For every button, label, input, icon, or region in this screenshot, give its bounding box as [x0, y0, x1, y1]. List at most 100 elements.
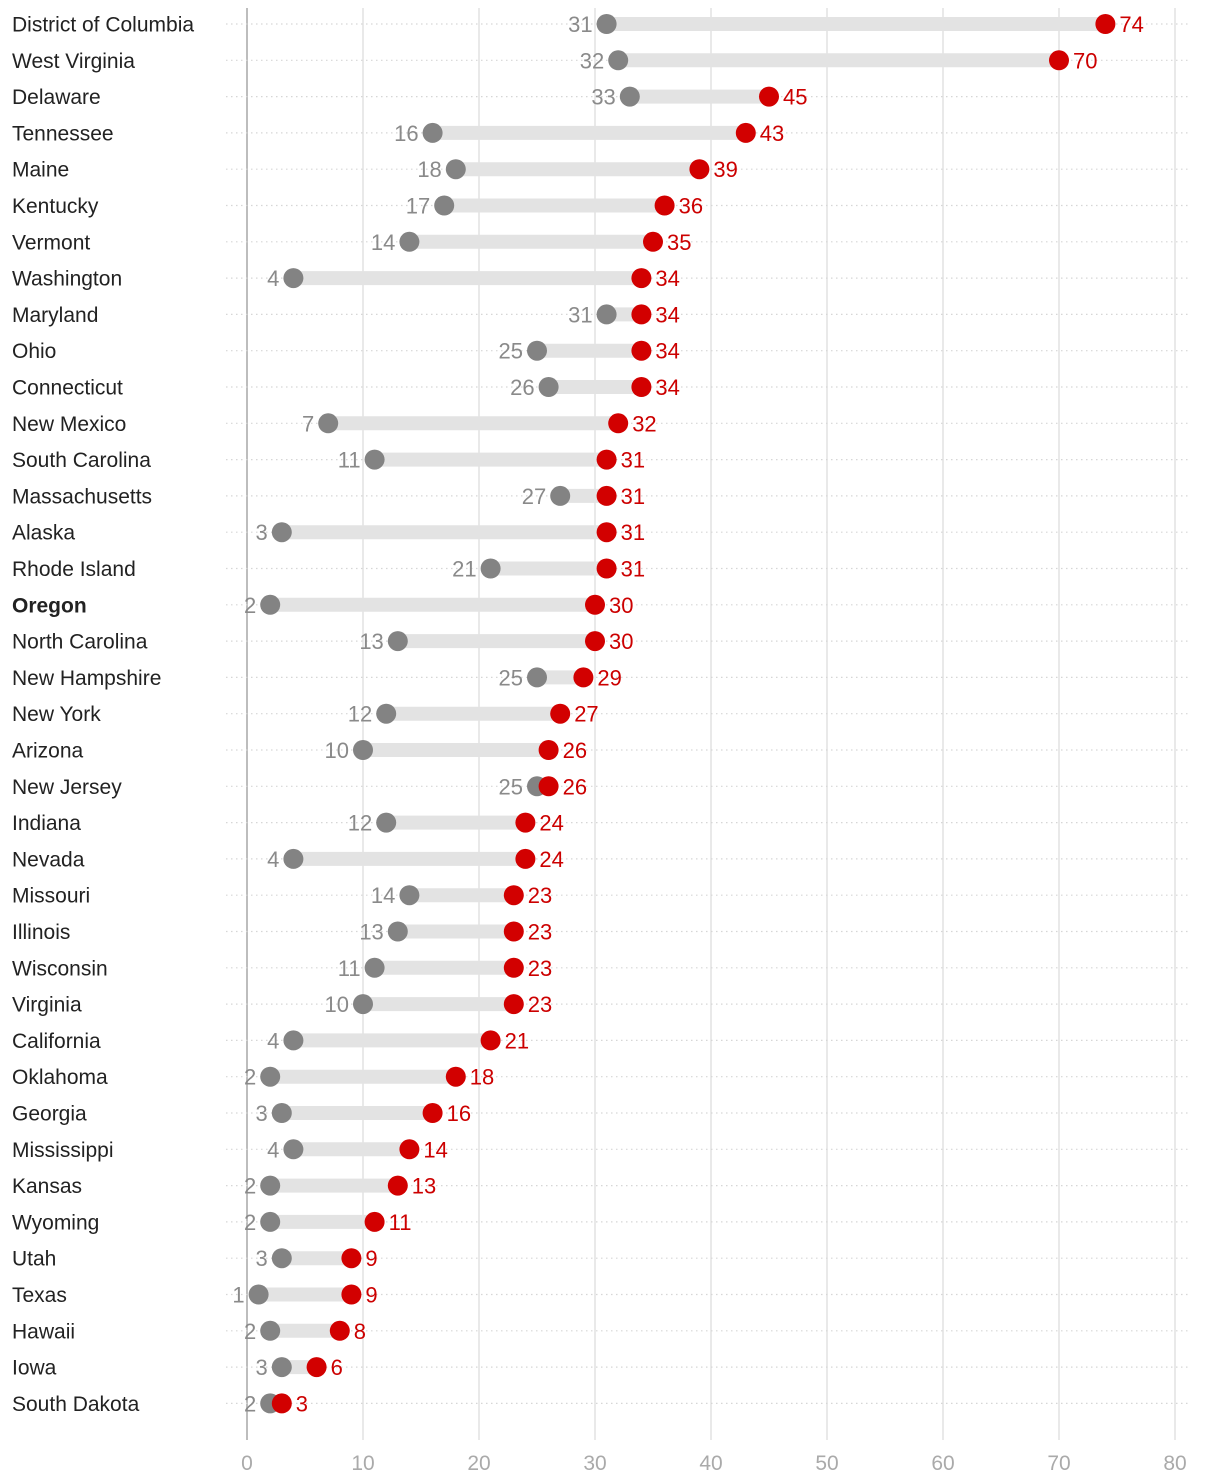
data-row: Maryland 31 34 — [12, 302, 680, 327]
data-row: Rhode Island 21 31 — [12, 557, 645, 582]
state-label: Oklahoma — [12, 1066, 108, 1089]
data-row: Maine 18 39 — [12, 157, 738, 182]
end-dot — [306, 1357, 327, 1378]
state-label: Wisconsin — [12, 957, 108, 980]
end-value-label: 34 — [655, 266, 679, 291]
end-dot — [596, 558, 617, 579]
data-row: New Hampshire 25 29 — [12, 665, 622, 690]
start-value-label: 2 — [244, 1391, 256, 1416]
start-value-label: 11 — [338, 448, 361, 473]
data-row: West Virginia 32 70 — [12, 48, 1097, 73]
end-dot — [585, 594, 605, 615]
x-tick-label: 40 — [699, 1452, 722, 1475]
end-dot — [643, 231, 663, 252]
end-dot — [631, 340, 652, 361]
data-row: Kansas 2 13 — [12, 1174, 436, 1199]
end-value-label: 34 — [655, 302, 679, 327]
start-dot — [364, 957, 385, 978]
start-value-label: 1 — [232, 1283, 244, 1308]
x-tick-label: 10 — [351, 1452, 374, 1475]
state-label: California — [12, 1030, 101, 1053]
state-label: Kentucky — [12, 195, 99, 218]
end-value-label: 24 — [539, 811, 563, 836]
start-value-label: 2 — [244, 1319, 256, 1344]
end-value-label: 23 — [528, 883, 552, 908]
data-row: Indiana 12 24 — [12, 811, 564, 836]
end-value-label: 31 — [621, 448, 645, 473]
state-label: Indiana — [12, 812, 81, 835]
state-label: Rhode Island — [12, 558, 136, 581]
x-tick-label: 60 — [931, 1452, 954, 1475]
start-value-label: 26 — [510, 375, 534, 400]
data-row: Vermont 14 35 — [12, 230, 691, 255]
start-dot — [376, 703, 397, 724]
end-dot — [1049, 50, 1069, 71]
data-row: North Carolina 13 30 — [12, 629, 633, 654]
end-dot — [585, 631, 605, 652]
end-dot — [596, 449, 617, 470]
state-label: Delaware — [12, 86, 101, 109]
start-value-label: 33 — [591, 85, 615, 110]
start-value-label: 4 — [267, 1028, 279, 1053]
data-row: Kentucky 17 36 — [12, 194, 703, 219]
end-value-label: 9 — [365, 1246, 377, 1271]
data-row: Wyoming 2 11 — [12, 1210, 411, 1235]
x-tick-label: 20 — [467, 1452, 490, 1475]
start-dot — [399, 885, 420, 906]
state-label: Maine — [12, 159, 69, 182]
end-dot — [573, 667, 594, 688]
data-row: Oregon 2 30 — [12, 593, 633, 618]
end-dot — [550, 703, 571, 724]
data-row: Tennessee 16 43 — [12, 121, 784, 146]
state-label: Oregon — [12, 594, 87, 617]
end-dot — [538, 776, 559, 797]
start-dot — [387, 921, 408, 942]
start-value-label: 25 — [499, 774, 523, 799]
start-dot — [480, 558, 501, 579]
data-row: South Dakota 2 3 — [12, 1391, 308, 1416]
state-label: Nevada — [12, 848, 85, 871]
start-dot — [318, 413, 339, 434]
data-row: Iowa 3 6 — [12, 1355, 343, 1380]
start-dot — [353, 994, 373, 1015]
start-value-label: 31 — [568, 302, 592, 327]
end-dot — [503, 921, 524, 942]
start-dot — [248, 1284, 269, 1305]
state-label: West Virginia — [12, 50, 135, 73]
start-value-label: 13 — [359, 629, 383, 654]
data-row: New Jersey 25 26 — [12, 774, 587, 799]
start-value-label: 25 — [499, 339, 523, 364]
data-row: Washington 4 34 — [12, 266, 680, 291]
data-row: Arizona 10 26 — [12, 738, 587, 763]
end-dot — [735, 122, 756, 143]
end-dot — [271, 1393, 292, 1414]
state-label: South Carolina — [12, 449, 151, 472]
state-label: New York — [12, 703, 101, 726]
end-value-label: 31 — [621, 484, 645, 509]
end-value-label: 18 — [470, 1065, 494, 1090]
end-value-label: 34 — [655, 339, 679, 364]
start-value-label: 3 — [256, 520, 268, 545]
start-dot — [260, 1211, 281, 1232]
end-value-label: 11 — [389, 1210, 412, 1235]
end-value-label: 21 — [505, 1028, 529, 1053]
data-row: Massachusetts 27 31 — [12, 484, 645, 509]
start-value-label: 2 — [244, 593, 256, 618]
end-value-label: 13 — [412, 1174, 436, 1199]
x-tick-label: 30 — [583, 1452, 606, 1475]
data-row: Virginia 10 23 — [12, 992, 552, 1017]
data-row: Illinois 13 23 — [12, 920, 552, 945]
start-value-label: 10 — [325, 738, 349, 763]
data-row: Oklahoma 2 18 — [12, 1065, 494, 1090]
end-dot — [364, 1211, 385, 1232]
end-dot — [503, 885, 524, 906]
end-dot — [596, 485, 617, 506]
start-dot — [283, 1139, 304, 1160]
start-value-label: 31 — [568, 12, 592, 37]
end-value-label: 29 — [597, 665, 621, 690]
start-dot — [283, 1030, 304, 1051]
data-row: Georgia 3 16 — [12, 1101, 471, 1126]
state-label: Massachusetts — [12, 485, 152, 508]
start-value-label: 10 — [325, 992, 349, 1017]
